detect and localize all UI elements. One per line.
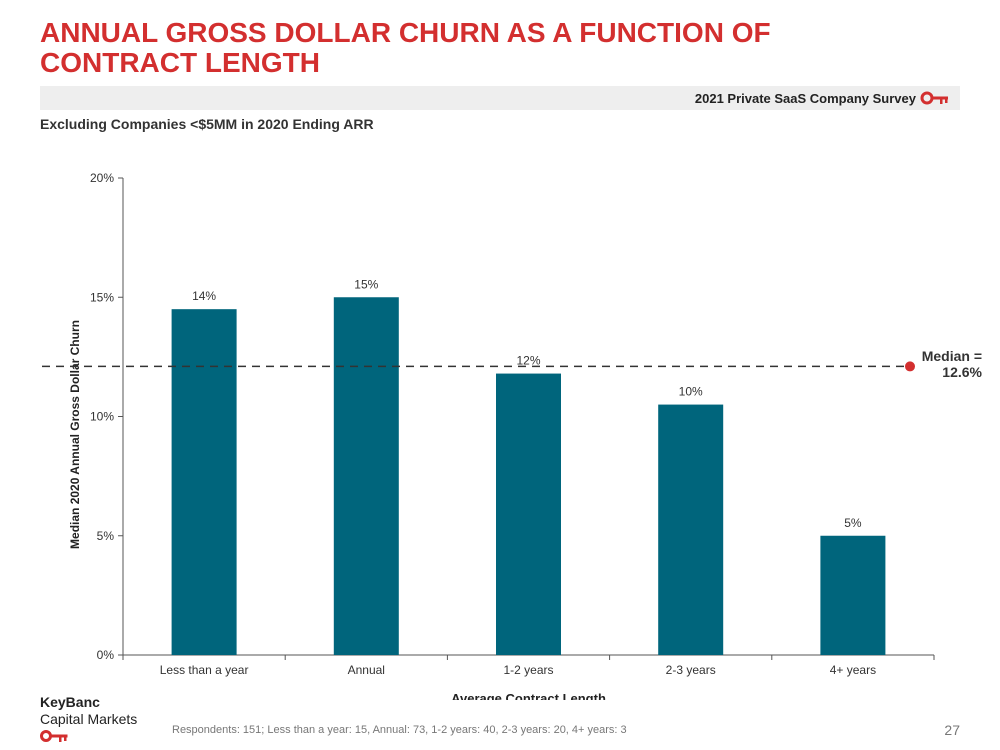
x-tick-label: 2-3 years [666, 663, 716, 677]
median-dot [905, 361, 915, 372]
bar [820, 535, 886, 655]
chart-subtitle: Excluding Companies <$5MM in 2020 Ending… [40, 116, 374, 132]
bar-chart: 0% 5% 10% 15% 20% Median 2020 Annual Gross Do… [42, 171, 935, 700]
median-label-line1: Median = [921, 348, 982, 364]
survey-label: 2021 Private SaaS Company Survey [694, 91, 916, 106]
bar [333, 297, 399, 655]
page-title-line1: ANNUAL GROSS DOLLAR CHURN AS A FUNCTION … [40, 17, 771, 48]
bar-data-label: 15% [354, 277, 378, 291]
x-tick-label: Annual [348, 663, 385, 677]
median-label-line2: 12.6% [942, 364, 982, 380]
page-number: 27 [944, 722, 960, 738]
x-tick-label: Less than a year [160, 663, 249, 677]
y-tick-label: 5% [97, 529, 115, 543]
survey-banner: 2021 Private SaaS Company Survey [40, 86, 960, 110]
bar-data-label: 14% [192, 289, 216, 303]
bar [496, 373, 561, 655]
median-label: Median = 12.6% [900, 348, 982, 380]
x-tick-label: 1-2 years [503, 663, 553, 677]
bar-data-label: 12% [516, 354, 540, 368]
y-tick-label: 15% [90, 290, 114, 304]
bar [658, 404, 724, 655]
brand-logo-subname: Capital Markets [40, 711, 138, 727]
x-tick-label: 4+ years [830, 663, 876, 677]
bar [171, 309, 237, 655]
key-logo-icon [920, 91, 948, 105]
bar-data-label: 10% [679, 385, 703, 399]
y-tick-label: 10% [90, 410, 114, 424]
page-title-line2: CONTRACT LENGTH [40, 47, 320, 78]
page-title: ANNUAL GROSS DOLLAR CHURN AS A FUNCTION … [40, 18, 940, 78]
respondents-footnote: Respondents: 151; Less than a year: 15, … [172, 724, 627, 736]
y-tick-label: 0% [97, 648, 115, 662]
bar-data-label: 5% [844, 516, 862, 530]
y-axis-title: Median 2020 Annual Gross Dollar Churn [68, 320, 82, 549]
x-axis-title: Average Contract Length [451, 691, 606, 700]
y-tick-label: 20% [90, 171, 114, 185]
brand-logo-name: KeyBanc [40, 694, 100, 710]
brand-key-icon [40, 730, 68, 742]
